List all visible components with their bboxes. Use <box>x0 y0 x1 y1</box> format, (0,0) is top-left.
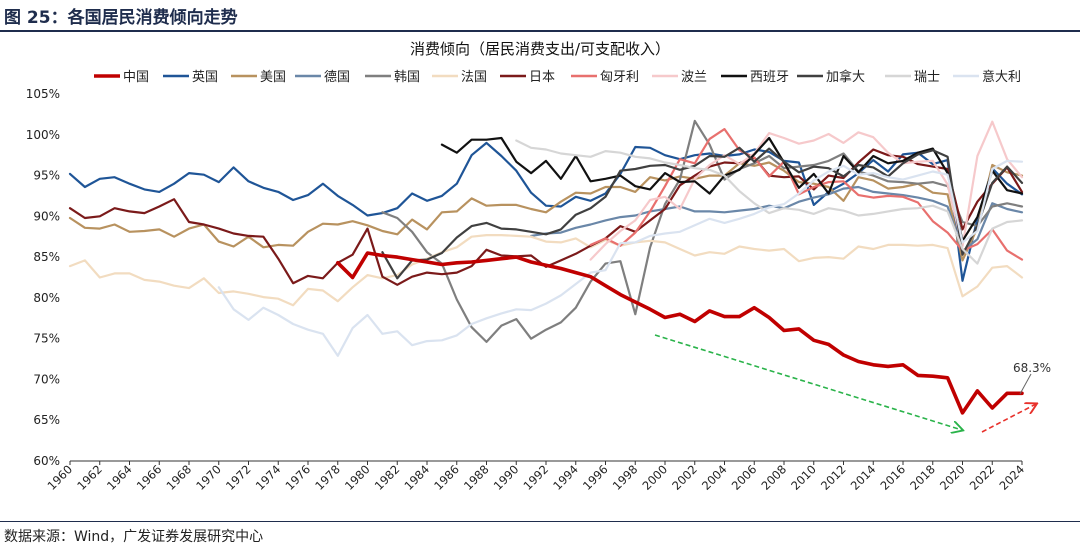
x-tick-label: 1984 <box>402 462 433 493</box>
y-tick-label: 95% <box>33 169 60 183</box>
footer-divider <box>0 521 1080 522</box>
legend-label: 中国 <box>123 70 149 85</box>
legend-label: 瑞士 <box>914 70 940 85</box>
x-tick-label: 2008 <box>759 462 790 493</box>
x-tick-label: 1962 <box>74 462 105 493</box>
x-tick-label: 2020 <box>937 462 968 493</box>
y-axis: 60% 65% 70% 75% 80% 85% 90% 95% 100% 105% <box>26 87 60 468</box>
y-tick-label: 75% <box>33 332 60 346</box>
x-tick-label: 1986 <box>431 462 462 493</box>
y-tick-label: 100% <box>26 128 60 142</box>
x-tick-label: 1988 <box>461 462 492 493</box>
legend-label: 韩国 <box>394 70 420 85</box>
x-tick-label: 1992 <box>521 462 552 493</box>
legend-label: 波兰 <box>681 70 707 85</box>
downtrend-arrow <box>654 334 962 430</box>
x-tick-label: 1972 <box>223 462 254 493</box>
x-tick-label: 1970 <box>193 462 224 493</box>
x-tick-label: 2014 <box>848 462 879 493</box>
legend-label: 意大利 <box>982 69 1021 85</box>
uptrend-arrow <box>981 404 1036 433</box>
source-note: 数据来源：Wind，广发证券发展研究中心 <box>4 529 264 545</box>
x-tick-label: 1964 <box>104 462 135 493</box>
x-tick-label: 1974 <box>253 462 284 493</box>
y-tick-label: 70% <box>33 372 60 386</box>
series-line <box>68 161 1024 262</box>
legend: 中国 英国 美国 德国 韩国 法国 日本 匈牙利 波兰 西班牙 加拿大 瑞士 意大利 <box>94 69 1021 85</box>
x-tick-label: 1966 <box>134 462 165 493</box>
x-tick-label: 1994 <box>550 462 581 493</box>
x-tick-label: 1990 <box>491 462 522 493</box>
x-tick-label: 1968 <box>164 462 195 493</box>
x-tick-label: 2018 <box>907 462 938 493</box>
x-tick-label: 1998 <box>610 462 641 493</box>
x-axis: 1960 1962 1964 1966 1968 1970 1972 1974 1976 1978… <box>45 460 1028 493</box>
series-line <box>68 234 1024 307</box>
x-tick-label: 2016 <box>878 462 909 493</box>
y-tick-label: 105% <box>26 87 60 101</box>
series-line <box>589 120 1024 261</box>
annotation-layer: 68.3% <box>1013 361 1051 395</box>
series-line <box>68 141 1024 282</box>
series-line <box>440 136 1024 242</box>
x-tick-label: 1996 <box>580 462 611 493</box>
x-tick-label: 2000 <box>640 462 671 493</box>
line-chart: 消费倾向（居民消费支出/可支配收入） 中国 英国 美国 德国 韩国 法国 日本 匈牙利 波兰 西班… <box>26 40 1051 493</box>
series-line <box>589 128 1024 261</box>
y-tick-label: 80% <box>33 291 60 305</box>
x-tick-label: 2010 <box>788 462 819 493</box>
y-tick-label: 65% <box>33 413 60 427</box>
legend-label: 英国 <box>192 70 218 85</box>
x-tick-label: 2012 <box>818 462 849 493</box>
y-tick-label: 90% <box>33 209 60 223</box>
series-line <box>381 119 1024 343</box>
x-tick-label: 2006 <box>729 462 760 493</box>
x-tick-label: 2002 <box>669 462 700 493</box>
y-tick-label: 85% <box>33 250 60 264</box>
x-tick-label: 1982 <box>372 462 403 493</box>
figure-title: 图 25：各国居民消费倾向走势 <box>4 8 238 28</box>
series-layer <box>68 119 1024 415</box>
legend-label: 法国 <box>461 70 487 85</box>
series-line <box>217 159 1024 357</box>
x-tick-label: 1978 <box>312 462 343 493</box>
x-tick-label: 2024 <box>997 462 1028 493</box>
legend-label: 日本 <box>529 70 555 85</box>
x-tick-label: 2004 <box>699 462 730 493</box>
legend-label: 加拿大 <box>826 69 865 85</box>
header-divider <box>0 30 1080 32</box>
series-line <box>515 139 1024 265</box>
x-tick-label: 1980 <box>342 462 373 493</box>
series-line <box>336 251 1024 415</box>
x-tick-label: 1976 <box>283 462 314 493</box>
annotation-label: 68.3% <box>1013 361 1051 375</box>
figure-header: 图 25：各国居民消费倾向走势 <box>0 0 1080 32</box>
legend-label: 西班牙 <box>750 70 789 85</box>
legend-label: 匈牙利 <box>600 70 639 85</box>
y-tick-label: 60% <box>33 454 60 468</box>
series-line <box>530 185 1024 253</box>
legend-label: 美国 <box>260 70 286 85</box>
legend-label: 德国 <box>324 70 350 85</box>
series-line <box>381 146 1024 280</box>
annotation-leader <box>1019 373 1032 395</box>
trend-arrows <box>654 334 1036 433</box>
chart-title: 消费倾向（居民消费支出/可支配收入） <box>410 40 670 58</box>
x-tick-label: 2022 <box>967 462 998 493</box>
